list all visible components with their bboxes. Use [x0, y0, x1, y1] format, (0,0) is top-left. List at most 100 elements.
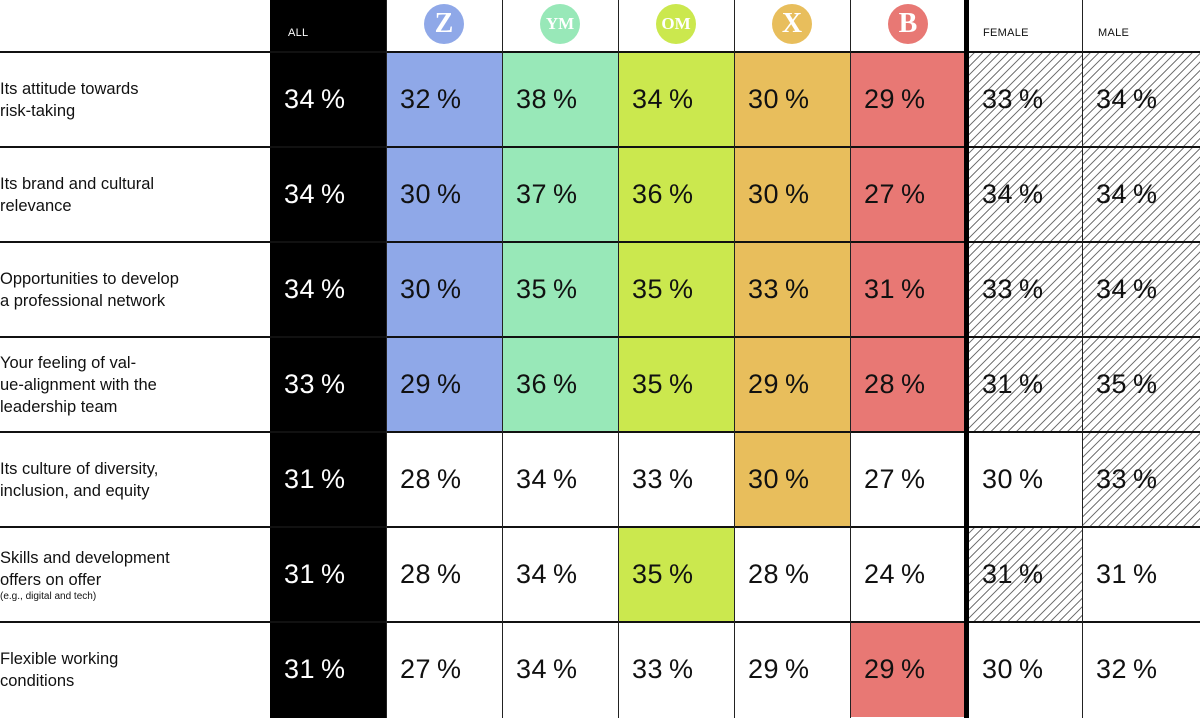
row-divider — [0, 241, 1200, 243]
value-cell-all: 33 % — [284, 369, 346, 399]
column-divider — [618, 0, 619, 718]
row-label-line: relevance — [0, 196, 72, 215]
value-cell: 35 % — [1082, 337, 1200, 432]
value-cell: 27 % — [850, 147, 966, 242]
value-cell: 29 % — [850, 622, 966, 717]
value-cell: 28 % — [400, 559, 462, 589]
row-label-line: leadership team — [0, 397, 118, 416]
row-label: Its attitude towards risk-taking — [0, 52, 262, 147]
value-cell: 30 % — [734, 52, 850, 147]
column-divider — [734, 0, 735, 718]
value-cell: 29 % — [850, 52, 966, 147]
group-divider — [964, 0, 969, 718]
value-cell: 35 % — [618, 527, 734, 622]
row-label: Flexible working conditions — [0, 622, 262, 717]
value-cell: 30 % — [734, 147, 850, 242]
generation-badge-x: X — [772, 4, 812, 44]
value-cell-all: 31 % — [284, 464, 346, 494]
value-cell: 31 % — [966, 527, 1082, 622]
generation-badge-z: Z — [424, 4, 464, 44]
value-cell: 37 % — [502, 147, 618, 242]
value-cell: 27 % — [400, 654, 462, 684]
value-cell: 31 % — [1096, 559, 1158, 589]
value-cell: 30 % — [734, 432, 850, 527]
value-cell: 33 % — [966, 242, 1082, 337]
value-cell: 30 % — [386, 242, 502, 337]
value-cell: 30 % — [982, 464, 1044, 494]
value-cell: 33 % — [734, 242, 850, 337]
value-cell: 34 % — [618, 52, 734, 147]
row-label-line: Its brand and cultural — [0, 174, 155, 193]
value-cell-all: 31 % — [284, 654, 346, 684]
value-cell: 30 % — [982, 654, 1044, 684]
value-cell: 33 % — [1082, 432, 1200, 527]
value-cell: 29 % — [386, 337, 502, 432]
value-cell: 29 % — [734, 337, 850, 432]
value-cell: 34 % — [1082, 52, 1200, 147]
value-cell: 28 % — [748, 559, 810, 589]
value-cell: 35 % — [502, 242, 618, 337]
value-cell: 32 % — [1096, 654, 1158, 684]
value-cell-all: 34 % — [284, 274, 346, 304]
row-label: Skills and development offers on offer (e.… — [0, 527, 262, 622]
all-column-background — [270, 0, 386, 718]
generation-badge-om: OM — [656, 4, 696, 44]
generation-badge-ym: YM — [540, 4, 580, 44]
generation-badge-b: B — [888, 4, 928, 44]
row-label-line: Skills and development — [0, 548, 170, 567]
row-label-line: risk-taking — [0, 101, 76, 120]
row-divider — [0, 336, 1200, 338]
value-cell: 31 % — [966, 337, 1082, 432]
value-cell: 32 % — [386, 52, 502, 147]
value-cell: 33 % — [632, 464, 694, 494]
row-label-line: Its attitude towards — [0, 79, 139, 98]
row-label-line: Opportunities to develop — [0, 269, 179, 288]
value-cell: 36 % — [618, 147, 734, 242]
value-cell: 29 % — [748, 654, 810, 684]
header-female: FEMALE — [983, 27, 1029, 39]
row-label: Opportunities to develop a professional n… — [0, 242, 262, 337]
column-divider — [850, 0, 851, 718]
row-label: Your feeling of val-ue-alignment with th… — [0, 337, 262, 432]
value-cell: 27 % — [864, 464, 926, 494]
value-cell: 28 % — [850, 337, 966, 432]
value-cell: 35 % — [618, 337, 734, 432]
row-label-line: ue-alignment with the — [0, 375, 157, 394]
header-all: ALL — [288, 27, 309, 39]
value-cell-all: 31 % — [284, 559, 346, 589]
value-cell-all: 34 % — [284, 84, 346, 114]
row-divider — [0, 526, 1200, 528]
row-label-line: a professional network — [0, 291, 166, 310]
value-cell: 34 % — [516, 464, 578, 494]
value-cell: 24 % — [864, 559, 926, 589]
row-label-line: Flexible working — [0, 649, 119, 668]
row-label-note: (e.g., digital and tech) — [0, 590, 97, 602]
row-label: Its brand and cultural relevance — [0, 147, 262, 242]
value-cell: 35 % — [618, 242, 734, 337]
value-cell: 34 % — [516, 559, 578, 589]
column-divider — [1082, 0, 1083, 718]
value-cell: 36 % — [502, 337, 618, 432]
column-divider — [386, 0, 387, 718]
value-cell: 33 % — [632, 654, 694, 684]
column-divider — [502, 0, 503, 718]
value-cell: 34 % — [516, 654, 578, 684]
row-divider — [0, 51, 1200, 53]
row-label: Its culture of diversity, inclusion, and … — [0, 432, 262, 527]
row-label-line: offers on offer — [0, 570, 102, 589]
value-cell: 34 % — [1082, 242, 1200, 337]
row-divider — [0, 621, 1200, 623]
row-divider — [0, 146, 1200, 148]
header-male: MALE — [1098, 27, 1130, 39]
row-label-line: Its culture of diversity, — [0, 459, 159, 478]
row-label-line: Your feeling of val- — [0, 353, 137, 372]
value-cell: 34 % — [1082, 147, 1200, 242]
value-cell: 34 % — [966, 147, 1082, 242]
value-cell: 38 % — [502, 52, 618, 147]
row-label-line: inclusion, and equity — [0, 481, 150, 500]
value-cell: 33 % — [966, 52, 1082, 147]
value-cell: 30 % — [386, 147, 502, 242]
value-cell-all: 34 % — [284, 179, 346, 209]
row-divider — [0, 431, 1200, 433]
